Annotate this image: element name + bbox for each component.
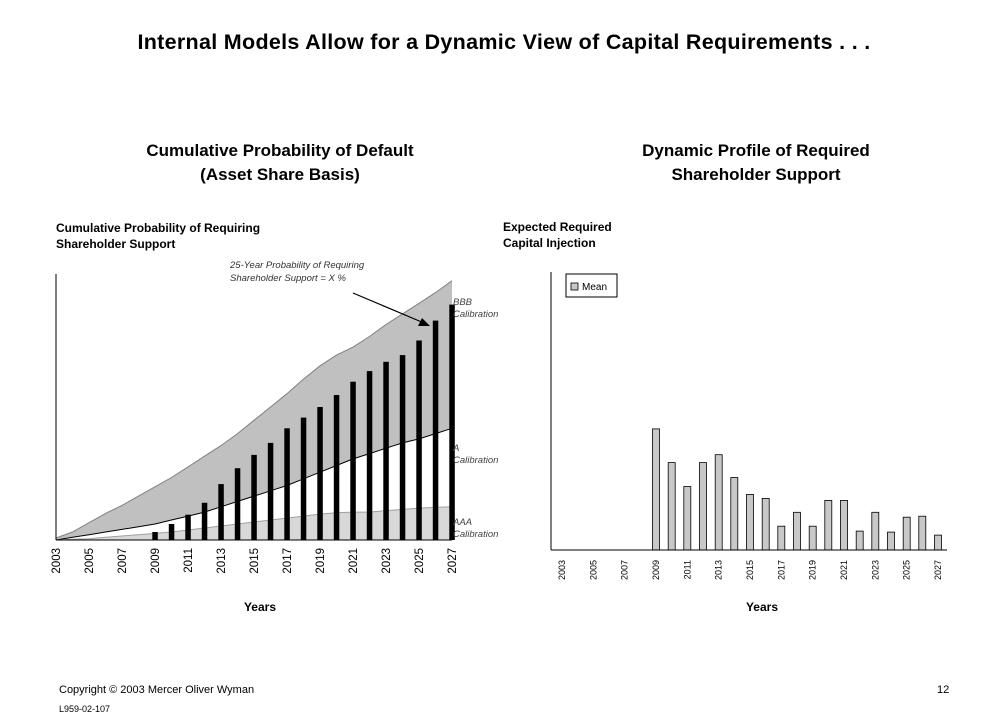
probability-bar [399,355,406,540]
copyright-text: Copyright © 2003 Mercer Oliver Wyman [59,684,255,696]
left-chart-title-line1: Cumulative Probability of Default [146,141,414,160]
x-tick-label: 2011 [682,560,692,579]
x-tick-label: 2019 [808,560,818,580]
right-chart-title-line2: Shareholder Support [671,165,841,184]
mean-bar [918,515,927,551]
x-tick-label: 2007 [620,560,630,580]
probability-bar [383,361,389,540]
mean-bar [793,511,801,551]
page-number: 12 [937,684,950,696]
x-tick-label: 2023 [870,560,880,580]
x-tick-label: 2005 [588,560,598,580]
left-y-axis-label: Cumulative Probability of Requiring Shar… [56,220,316,252]
mean-bar [667,462,676,551]
mean-bar [824,499,833,551]
probability-bar [201,502,208,540]
right-x-axis-label: Years [746,600,778,614]
annotation-text: Shareholder Support = X % [230,273,346,284]
legend-box [565,273,618,298]
legend-label: Mean [582,282,607,293]
probability-bar [284,428,290,540]
annotation-arrow-line [352,292,425,324]
probability-bar [333,395,340,540]
mean-bar [777,525,786,551]
series-label: BBB [453,297,473,308]
mean-bar [699,462,707,551]
document-id: L959-02-107 [59,704,111,714]
series-label: Calibration [453,529,498,540]
mean-bar [840,499,848,551]
x-tick-label: 2021 [348,548,360,574]
series-label: Calibration [453,309,498,320]
x-tick-label: 2027 [933,560,943,580]
series-label: AAA [452,517,472,528]
annotation-text: 25-Year Probability of Requiring [229,260,365,271]
mean-bar [761,497,770,551]
probability-bar [317,407,323,540]
probability-bar [350,381,356,540]
x-tick-label: 2003 [51,548,63,574]
x-tick-label: 2015 [745,560,755,580]
mean-bar [730,477,739,551]
mean-bar [887,531,895,551]
x-tick-label: 2007 [117,548,129,574]
x-tick-label: 2005 [84,548,96,574]
probability-bar [251,454,257,540]
mean-bar [902,516,911,551]
x-tick-label: 2021 [839,560,849,580]
probability-bar [416,340,422,540]
x-tick-label: 2011 [183,548,195,573]
x-tick-label: 2013 [216,548,228,574]
mean-bar [652,428,660,551]
right-chart-title: Dynamic Profile of Required Shareholder … [556,139,956,187]
x-tick-label: 2025 [414,548,426,574]
x-tick-label: 2017 [776,560,786,580]
probability-bar [449,304,455,540]
x-tick-label: 2003 [557,560,567,580]
x-tick-label: 2025 [902,560,912,580]
probability-bar [234,468,241,540]
x-tick-label: 2019 [315,548,327,574]
annotation-arrowhead [418,318,430,326]
probability-bar [218,484,224,540]
right-chart: 2003 2005 2007 2009 2011 2013 2015 2017 2019 2021… [550,272,947,614]
probability-bar [432,320,439,540]
series-label: A [452,443,459,454]
x-tick-label: 2023 [381,548,393,574]
page-title: Internal Models Allow for a Dynamic View… [137,30,871,54]
probability-bar [300,417,307,540]
x-tick-label: 2009 [651,560,661,580]
mean-bar [855,530,864,551]
legend-swatch [570,282,579,291]
left-y-axis-label-line2: Shareholder Support [56,237,176,251]
right-y-axis-label-line1: Expected Required [503,220,612,234]
probability-bar [168,524,175,540]
probability-bar [152,532,158,540]
mean-bar [871,511,880,551]
x-tick-label: 2027 [447,548,459,574]
right-chart-title-line1: Dynamic Profile of Required [642,141,870,160]
left-y-axis-label-line1: Cumulative Probability of Requiring [56,221,261,235]
x-tick-label: 2017 [282,548,294,574]
right-y-axis-label: Expected Required Capital Injection [503,219,703,251]
x-tick-label: 2013 [714,560,724,580]
right-y-axis-label-line2: Capital Injection [503,236,596,250]
mean-bar [746,493,754,551]
left-chart-title: Cumulative Probability of Default (Asset… [80,139,480,187]
mean-bar [934,534,942,551]
left-chart-title-line2: (Asset Share Basis) [200,165,360,184]
probability-bar [267,442,274,540]
left-x-axis-label: Years [244,600,276,614]
x-tick-label: 2009 [150,548,162,574]
bbb-calibration-line [55,280,453,539]
mean-bar [808,525,817,551]
mean-bar [683,486,692,551]
probability-bar [185,514,191,540]
series-label: Calibration [453,455,498,466]
probability-bar [366,371,373,540]
left-chart: 2003 2005 2007 2009 2011 2013 2015 2017 2019 2021… [51,260,498,614]
x-tick-label: 2015 [249,548,261,574]
mean-bar [714,454,723,551]
